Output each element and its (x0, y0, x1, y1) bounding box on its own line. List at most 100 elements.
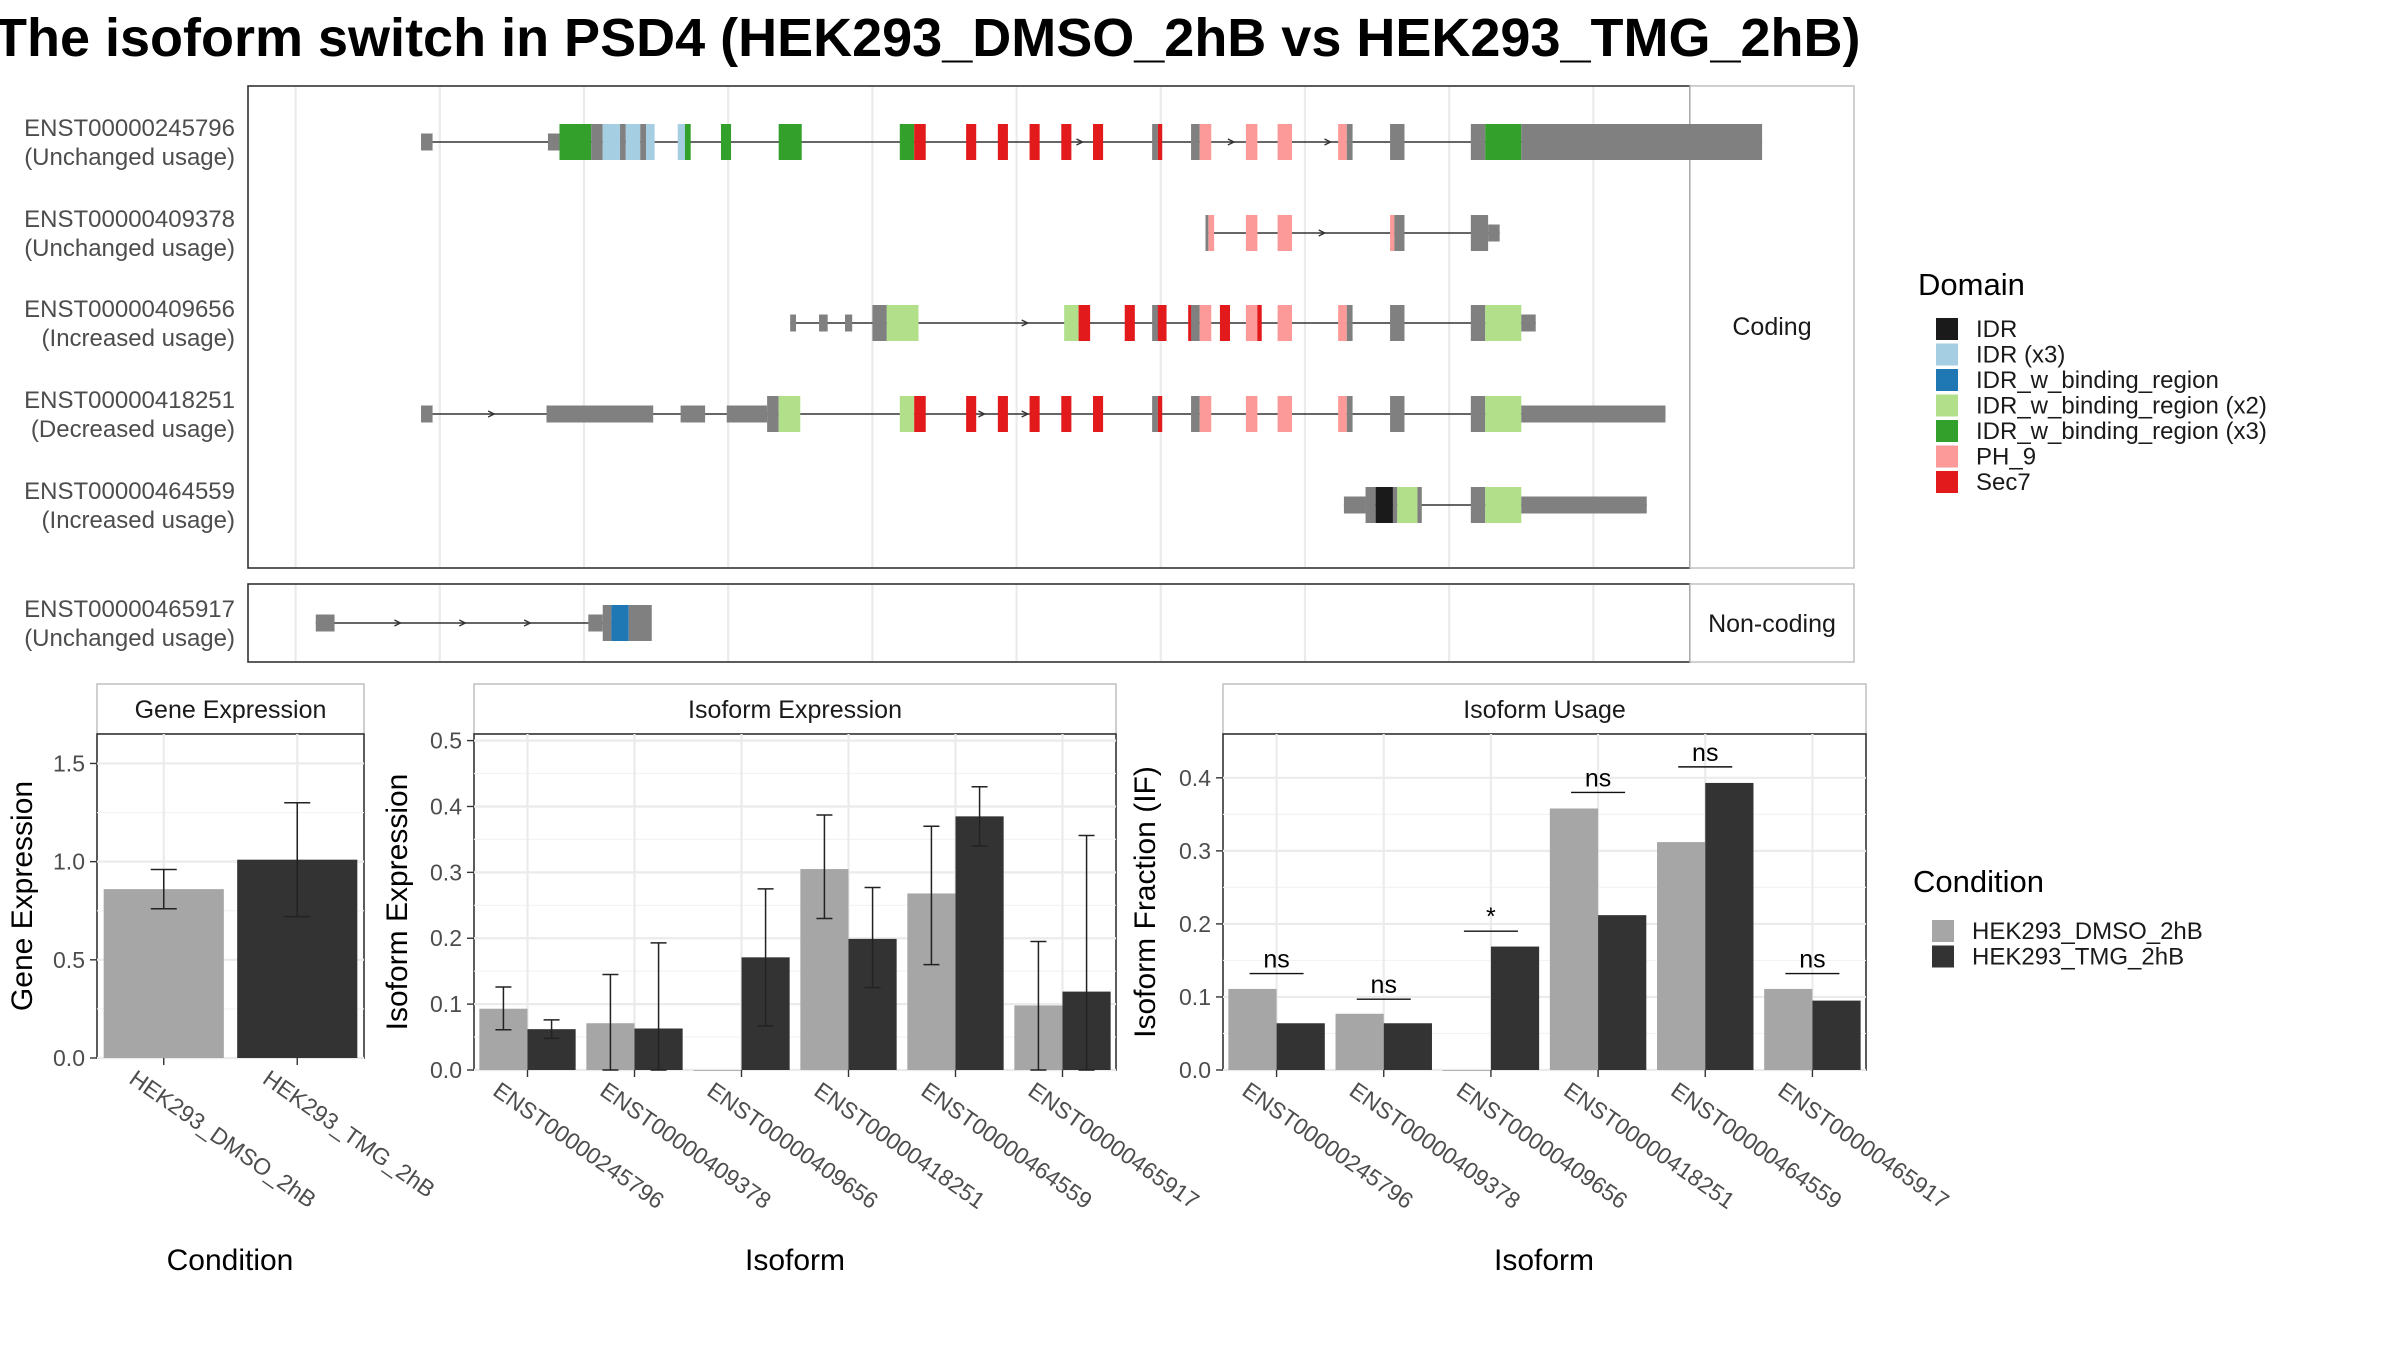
intron-arrow (394, 619, 402, 627)
error-bar (971, 785, 988, 847)
exon-block (546, 405, 654, 423)
y-tick-label: 0.5 (430, 728, 462, 754)
domain-block-idr-w-binding-region-x2 (1064, 305, 1079, 341)
domain-block-ph-9 (1199, 305, 1212, 341)
facet-strip (1222, 683, 1867, 735)
exon-block (1521, 496, 1647, 514)
y-tick-label: 0.0 (430, 1057, 462, 1083)
x-tick-label: ENST00000464559 (917, 1077, 1097, 1214)
domain-block-ph-9 (1277, 124, 1293, 160)
x-tick-label: ENST00000418251 (1559, 1077, 1739, 1214)
exon-block (315, 614, 335, 632)
exon-block (726, 405, 768, 423)
exon-block (767, 396, 779, 432)
domain-legend-key (1936, 471, 1958, 493)
exon-block (1346, 124, 1353, 160)
x-tick-label: ENST00000465917 (1774, 1077, 1954, 1214)
transcript-row-ENST00000409656 (790, 305, 1536, 341)
transcript-usage-label: (Decreased usage) (31, 416, 235, 443)
exon-block (1191, 124, 1200, 160)
domain-legend-key (1936, 318, 1958, 340)
strip-label-noncoding: Non-coding (1708, 610, 1836, 638)
exon-block (819, 314, 828, 332)
exon-block (1390, 396, 1405, 432)
domain-legend-label: IDR_w_binding_region (1976, 367, 2219, 394)
bar-enst00000418251-tmg (1598, 915, 1647, 1070)
condition-legend-label: HEK293_DMSO_2hB (1972, 918, 2203, 945)
domain-block-sec7 (1157, 305, 1163, 341)
error-bar (757, 888, 774, 1027)
y-axis-title: Isoform Expression (381, 774, 414, 1031)
isoform-expression-chart: Isoform Expression 0.0 0.1 0.2 0.3 0.4 0.5 ENST… (381, 683, 1204, 1277)
error-bar (543, 1019, 560, 1040)
condition-legend-title: Condition (1913, 864, 2044, 899)
domain-block-sec7 (1093, 396, 1104, 432)
strip-label-coding: Coding (1732, 313, 1811, 341)
exon-block (1417, 487, 1422, 523)
domain-block-ph-9 (1245, 305, 1258, 341)
intron-arrow (978, 410, 986, 418)
exon-block (1470, 396, 1486, 432)
intron-arrow (1324, 138, 1333, 146)
domain-block-sec7 (1061, 396, 1072, 432)
exon-block (872, 305, 887, 341)
exon-block (1470, 487, 1486, 523)
transcript-id-label: ENST00000409378 (24, 206, 235, 233)
exon-block (628, 605, 652, 641)
exon-block (588, 614, 603, 632)
domain-block-idr-w-binding-region-x2 (1485, 487, 1522, 523)
domain-block-idr-w-binding-region-x3 (684, 124, 691, 160)
exon-block (1394, 215, 1405, 251)
domain-block-idr-w-binding-region-x3 (899, 124, 915, 160)
condition-legend-key (1932, 920, 1954, 942)
plot-panel (1222, 733, 1867, 1071)
domain-block-sec7 (1093, 124, 1104, 160)
transcript-structure-plot: Coding Non-coding ENST00000245796(Unchan… (24, 85, 1855, 663)
isoform-usage-chart: Isoform Usage ns ns * ns ns ns 0.0 0.1 0.2 0.3 0.4 E… (1129, 683, 1954, 1277)
domain-legend-label: IDR_w_binding_region (x2) (1976, 393, 2267, 420)
y-tick-label: 1.0 (53, 849, 85, 875)
domain-block-sec7 (1219, 305, 1231, 341)
domain-block-idr (1375, 487, 1393, 523)
x-tick-label: ENST00000464559 (1666, 1077, 1846, 1214)
bar-enst00000409656-tmg (1490, 946, 1540, 1070)
domain-block-idr-w-binding-region-x2 (886, 305, 919, 341)
x-axis-title: Isoform (1494, 1244, 1594, 1277)
exon-block (1488, 224, 1500, 242)
domain-block-idr-w-binding-region-x3 (720, 124, 732, 160)
exon-block (790, 314, 796, 332)
exon-block (620, 124, 626, 160)
exon-block (591, 124, 603, 160)
transcript-row-ENST00000465917 (315, 605, 652, 641)
intron-arrow (523, 619, 532, 627)
x-tick-label: ENST00000245796 (1238, 1077, 1418, 1214)
domain-block-sec7 (1124, 305, 1135, 341)
exon-block (602, 605, 612, 641)
domain-block-ph-9 (1199, 124, 1212, 160)
domain-block-idr-w-binding-region-x3 (778, 124, 802, 160)
y-tick-label: 0.1 (1179, 984, 1211, 1010)
bar-enst00000464559-tmg (1705, 782, 1754, 1070)
chart-title: Isoform Expression (688, 696, 902, 724)
exon-block (844, 314, 853, 332)
domain-block-sec7 (1157, 396, 1163, 432)
domain-legend-label: IDR (x3) (1976, 342, 2065, 369)
domain-block-ph-9 (1277, 215, 1293, 251)
bar-enst00000465917-dmso (1764, 988, 1813, 1070)
domain-block-ph-9 (1277, 396, 1293, 432)
exon-block (1390, 305, 1405, 341)
x-tick-label: ENST00000418251 (810, 1077, 990, 1214)
intron-arrow (458, 619, 467, 627)
transcript-row-ENST00000245796 (421, 124, 1763, 160)
y-tick-label: 0.2 (1179, 911, 1211, 937)
error-bar (1030, 940, 1047, 1071)
domain-block-idr-x3 (625, 124, 641, 160)
error-bar (816, 814, 833, 920)
intron-arrow (1318, 229, 1327, 237)
y-axis-title: Gene Expression (6, 781, 39, 1011)
domain-block-idr-w-binding-region-x3 (559, 124, 592, 160)
exon-block (1205, 215, 1209, 251)
domain-block-idr-w-binding-region-x2 (1397, 487, 1418, 523)
domain-legend-key (1936, 420, 1958, 442)
